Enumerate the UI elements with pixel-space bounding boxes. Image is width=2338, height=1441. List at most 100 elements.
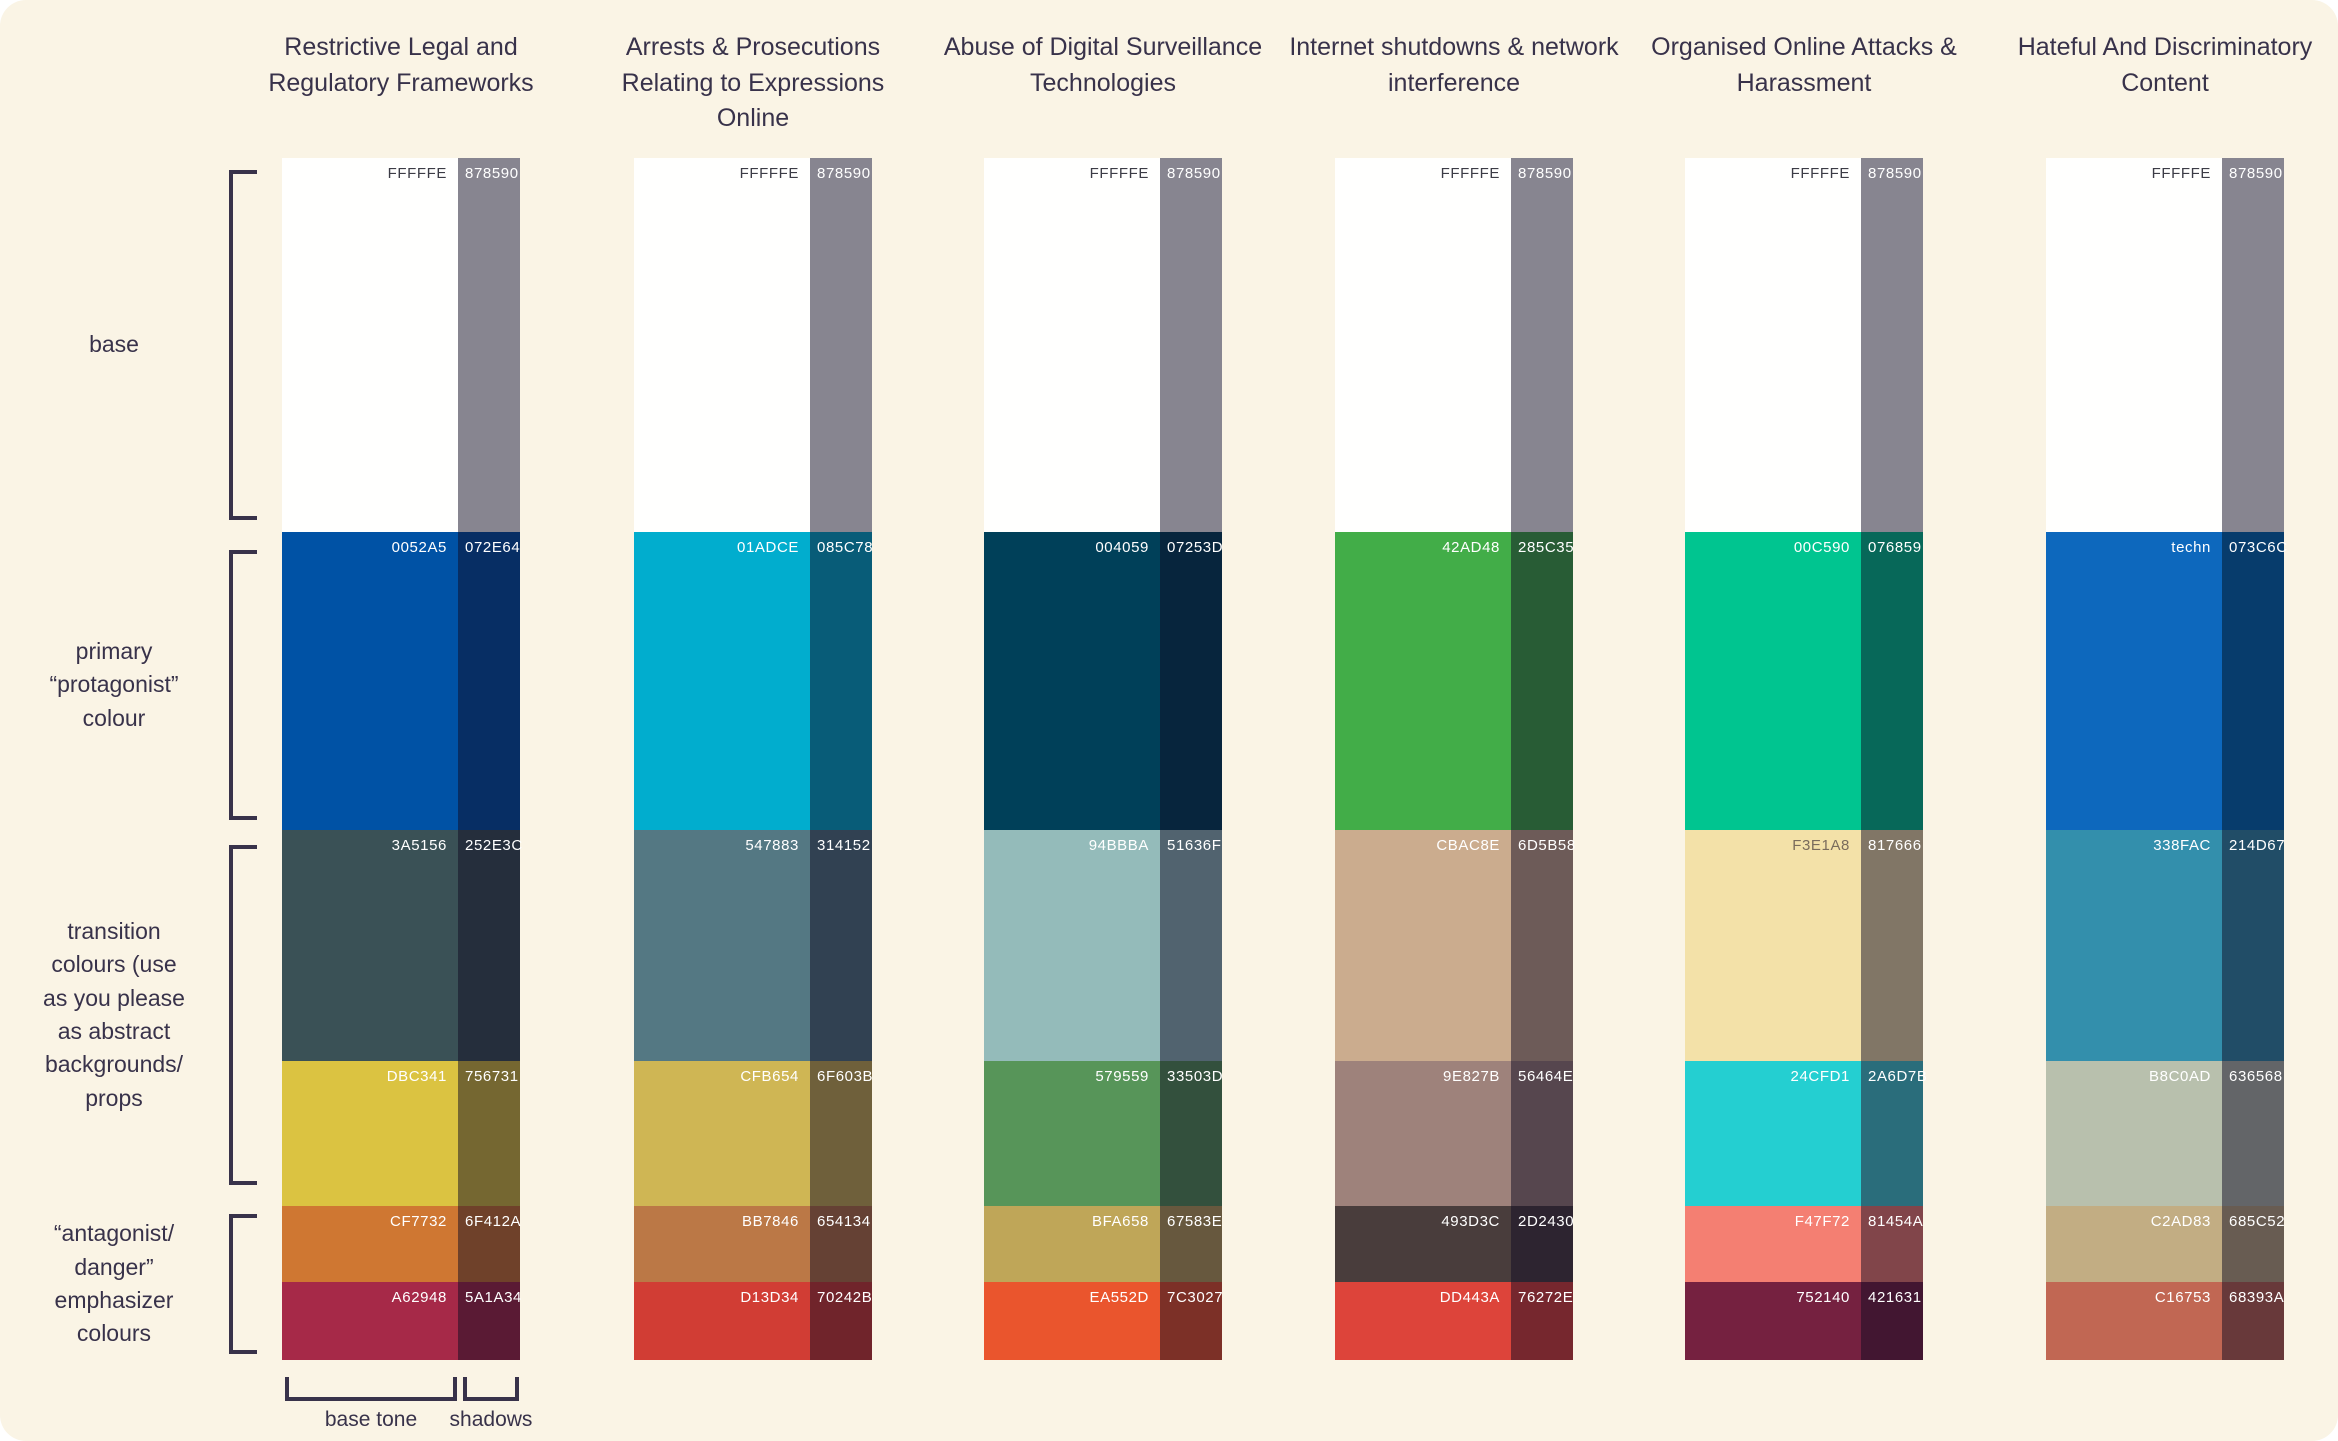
hex-label: 76272E bbox=[1518, 1289, 1574, 1306]
shadow-swatch: 314152 bbox=[810, 830, 872, 1061]
column-title: Restrictive Legal and Regulatory Framewo… bbox=[268, 33, 534, 97]
column-title: Internet shutdowns & network interferenc… bbox=[1289, 33, 1619, 97]
hex-label: DD443A bbox=[1439, 1289, 1500, 1306]
shadows-label: shadows bbox=[449, 1408, 533, 1431]
swatch-row-transition-1: F3E1A8 817666 bbox=[1685, 830, 1923, 1061]
hex-label: 6F603B bbox=[817, 1068, 874, 1085]
swatch-row-transition-1: 338FAC 214D67 bbox=[2046, 830, 2285, 1061]
base-tone-swatch: FFFFFE bbox=[282, 158, 458, 532]
hex-label: 252E3C bbox=[465, 837, 523, 854]
swatch-row-transition-1: 94BBBA 51636F bbox=[984, 830, 1222, 1061]
row-group-label-antagonist: “antagonist/ danger” emphasizer colours bbox=[53, 1220, 175, 1347]
base-tone-swatch: C16753 bbox=[2046, 1282, 2222, 1360]
base-tone-swatch: 01ADCE bbox=[634, 532, 810, 830]
hex-label: 314152 bbox=[817, 837, 871, 854]
hex-label: 878590 bbox=[1868, 165, 1922, 182]
hex-label: 0052A5 bbox=[391, 539, 447, 556]
hex-label: BFA658 bbox=[1092, 1213, 1149, 1230]
hex-label: 68393A bbox=[2229, 1289, 2285, 1306]
hex-label: 2A6D7B bbox=[1868, 1068, 1928, 1085]
swatch-row-primary: 42AD48 285C35 bbox=[1335, 532, 1574, 830]
swatch-row-antagonist-1: 493D3C 2D2430 bbox=[1335, 1206, 1574, 1282]
hex-label: 00C590 bbox=[1793, 539, 1850, 556]
shadow-swatch: 07253D bbox=[1160, 532, 1224, 830]
base-tone-swatch: 579559 bbox=[984, 1061, 1160, 1206]
base-tone-swatch: 24CFD1 bbox=[1685, 1061, 1861, 1206]
swatch-row-transition-1: CBAC8E 6D5B58 bbox=[1335, 830, 1576, 1061]
hex-label: FFFFFE bbox=[1089, 165, 1149, 182]
hex-label: FFFFFE bbox=[1790, 165, 1850, 182]
base-tone-swatch: CBAC8E bbox=[1335, 830, 1511, 1061]
shadow-swatch: 421631 bbox=[1861, 1282, 1923, 1360]
base-tone-swatch: 00C590 bbox=[1685, 532, 1861, 830]
hex-label: 338FAC bbox=[2153, 837, 2211, 854]
column-title: Hateful And Discriminatory Content bbox=[2017, 33, 2313, 97]
base-tone-swatch: BB7846 bbox=[634, 1206, 810, 1282]
shadow-swatch: 7C3027 bbox=[1160, 1282, 1223, 1360]
base-tone-swatch: CFB654 bbox=[634, 1061, 810, 1206]
hex-label: 817666 bbox=[1868, 837, 1922, 854]
swatch-row-transition-2: 24CFD1 2A6D7B bbox=[1685, 1061, 1927, 1206]
base-tone-swatch: 493D3C bbox=[1335, 1206, 1511, 1282]
swatch-column: FFFFFE 878590 42AD48 285C35 CBAC8E 6D5B58 9E82… bbox=[1335, 158, 1576, 1360]
hex-label: 547883 bbox=[745, 837, 799, 854]
hex-label: 42AD48 bbox=[1442, 539, 1500, 556]
base-tone-swatch: DBC341 bbox=[282, 1061, 458, 1206]
hex-label: 56464E bbox=[1518, 1068, 1574, 1085]
column-title: Organised Online Attacks & Harassment bbox=[1651, 33, 1957, 97]
swatch-row-base: FFFFFE 878590 bbox=[282, 158, 520, 532]
hex-label: 94BBBA bbox=[1088, 837, 1149, 854]
swatch-row-transition-1: 3A5156 252E3C bbox=[282, 830, 523, 1061]
hex-label: 24CFD1 bbox=[1790, 1068, 1850, 1085]
swatch-row-primary: 004059 07253D bbox=[984, 532, 1224, 830]
row-group-label-base: base bbox=[89, 331, 139, 358]
hex-label: C2AD83 bbox=[2150, 1213, 2211, 1230]
swatch-row-antagonist-2: EA552D 7C3027 bbox=[984, 1282, 1223, 1360]
base-tone-swatch: C2AD83 bbox=[2046, 1206, 2222, 1282]
shadow-swatch: 68393A bbox=[2222, 1282, 2284, 1360]
bracket-shadows bbox=[463, 1377, 519, 1401]
base-tone-swatch: F47F72 bbox=[1685, 1206, 1861, 1282]
swatch-row-transition-1: 547883 314152 bbox=[634, 830, 872, 1061]
shadow-swatch: 636568 bbox=[2222, 1061, 2284, 1206]
shadow-swatch: 072E64 bbox=[458, 532, 520, 830]
base-tone-swatch: EA552D bbox=[984, 1282, 1160, 1360]
hex-label: C16753 bbox=[2154, 1289, 2211, 1306]
hex-label: 073C6C bbox=[2229, 539, 2288, 556]
base-tone-swatch: D13D34 bbox=[634, 1282, 810, 1360]
shadow-swatch: 56464E bbox=[1511, 1061, 1573, 1206]
swatch-row-transition-2: DBC341 756731 bbox=[282, 1061, 520, 1206]
hex-label: 07253D bbox=[1167, 539, 1224, 556]
swatch-column: FFFFFE 878590 01ADCE 085C78 547883 314152 CFB6… bbox=[634, 158, 874, 1360]
base-tone-swatch: FFFFFE bbox=[1335, 158, 1511, 532]
bracket-transition bbox=[229, 845, 257, 1185]
base-tone-swatch: techn bbox=[2046, 532, 2222, 830]
hex-label: FFFFFE bbox=[387, 165, 447, 182]
shadow-swatch: 6F603B bbox=[810, 1061, 874, 1206]
hex-label: 421631 bbox=[1868, 1289, 1922, 1306]
swatch-row-transition-2: CFB654 6F603B bbox=[634, 1061, 874, 1206]
swatch-row-antagonist-1: BB7846 654134 bbox=[634, 1206, 872, 1282]
base-tone-swatch: 338FAC bbox=[2046, 830, 2222, 1061]
hex-label: B8C0AD bbox=[2149, 1068, 2211, 1085]
swatch-row-base: FFFFFE 878590 bbox=[1685, 158, 1923, 532]
shadow-swatch: 878590 bbox=[458, 158, 520, 532]
shadow-swatch: 085C78 bbox=[810, 532, 873, 830]
swatch-row-antagonist-2: A62948 5A1A34 bbox=[282, 1282, 521, 1360]
hex-label: 51636F bbox=[1167, 837, 1222, 854]
swatch-row-primary: 00C590 076859 bbox=[1685, 532, 1923, 830]
shadow-swatch: 70242B bbox=[810, 1282, 872, 1360]
hex-label: 878590 bbox=[817, 165, 871, 182]
bracket-base bbox=[229, 170, 257, 520]
hex-label: 6D5B58 bbox=[1518, 837, 1576, 854]
shadow-swatch: 817666 bbox=[1861, 830, 1923, 1061]
shadow-swatch: 2D2430 bbox=[1511, 1206, 1574, 1282]
base-tone-label: base tone bbox=[324, 1408, 418, 1431]
base-tone-swatch: FFFFFE bbox=[634, 158, 810, 532]
swatch-row-antagonist-2: 752140 421631 bbox=[1685, 1282, 1923, 1360]
base-tone-swatch: 3A5156 bbox=[282, 830, 458, 1061]
base-tone-swatch: DD443A bbox=[1335, 1282, 1511, 1360]
hex-label: 9E827B bbox=[1443, 1068, 1500, 1085]
base-tone-swatch: 9E827B bbox=[1335, 1061, 1511, 1206]
shadow-swatch: 6F412A bbox=[458, 1206, 521, 1282]
